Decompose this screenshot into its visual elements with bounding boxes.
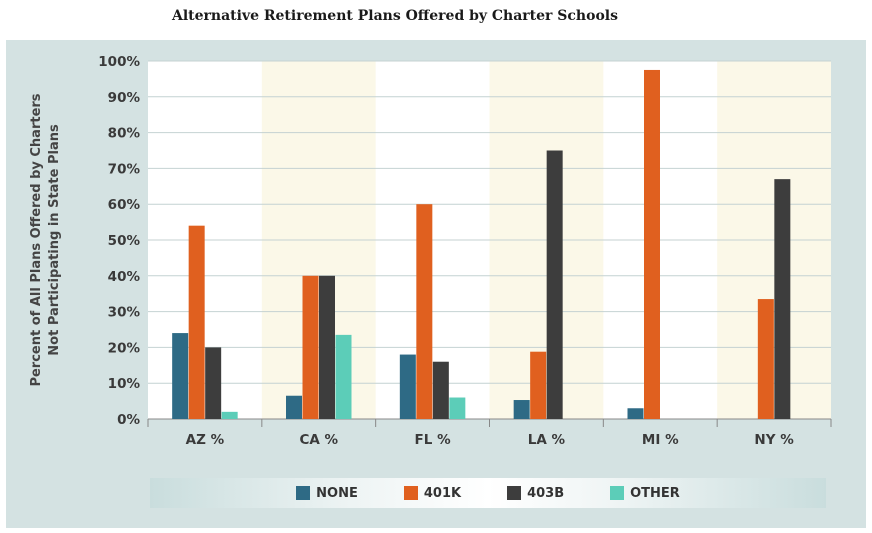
bar-none-ca (286, 395, 302, 419)
bar-other-fl (449, 397, 466, 419)
bar-403b-ny (774, 179, 791, 419)
legend-swatch (403, 486, 418, 500)
x-tick-label: CA % (299, 432, 338, 448)
bar-none-mi (627, 408, 644, 419)
y-tick-label: 80% (108, 126, 141, 142)
legend-item: NONE (296, 486, 358, 501)
legend-label: 401K (423, 485, 462, 501)
legend-item: 401K (403, 485, 462, 501)
y-tick-label: 30% (108, 305, 141, 321)
bar-403b-la (546, 150, 563, 419)
x-tick-label: LA % (528, 432, 566, 448)
chart-panel: 100% 90% 80% 70% 60% 50% 40% 30% 20% 10% 0% AZ % CA… (6, 40, 866, 528)
legend: NONE 401K 403B OTHER (150, 478, 826, 508)
y-tick-label: 50% (108, 233, 141, 249)
legend-label: 403B (527, 485, 565, 501)
legend-item: OTHER (610, 486, 680, 501)
bar-none-fl (399, 354, 416, 419)
legend-swatch (296, 486, 311, 500)
bar-401k-ca (302, 275, 319, 419)
y-tick-label: 10% (108, 376, 141, 392)
chart-svg: 100% 90% 80% 70% 60% 50% 40% 30% 20% 10% 0% AZ % CA… (29, 54, 832, 448)
bar-401k-az (188, 225, 205, 419)
y-tick-label: 20% (108, 340, 141, 356)
legend-swatch (610, 486, 625, 500)
bar-none-la (513, 400, 530, 419)
y-tick-label: 70% (108, 161, 141, 177)
y-tick-label: 0% (117, 412, 140, 428)
y-tick-label: 90% (108, 90, 141, 106)
legend-swatch (507, 486, 522, 500)
legend-item: 403B (507, 486, 564, 501)
x-tick-label: FL % (415, 432, 452, 448)
bar-401k-ny (757, 299, 774, 419)
bar-other-az (221, 411, 238, 419)
y-tick-label: 40% (108, 269, 141, 285)
x-tick-label: MI % (642, 432, 679, 448)
legend-label: OTHER (630, 485, 680, 501)
bar-401k-la (530, 351, 547, 419)
bar-401k-fl (416, 204, 433, 419)
bar-403b-az (205, 347, 222, 419)
bar-none-az (172, 333, 189, 419)
x-tick-label: AZ % (186, 432, 225, 448)
y-axis-title-line-2: Not Participating in State Plans (47, 124, 62, 356)
bar-other-ca (335, 334, 352, 419)
y-tick-label: 100% (98, 54, 140, 70)
chart-title: Alternative Retirement Plans Offered by … (171, 8, 618, 24)
x-tick-label: NY % (754, 432, 794, 448)
bar-401k-mi (644, 69, 660, 419)
y-axis-title-line-1: Percent of All Plans Offered by Charters (29, 93, 44, 386)
y-tick-label: 60% (108, 197, 141, 213)
bar-403b-fl (432, 361, 449, 419)
legend-label: NONE (316, 485, 358, 501)
bar-403b-ca (319, 275, 335, 419)
